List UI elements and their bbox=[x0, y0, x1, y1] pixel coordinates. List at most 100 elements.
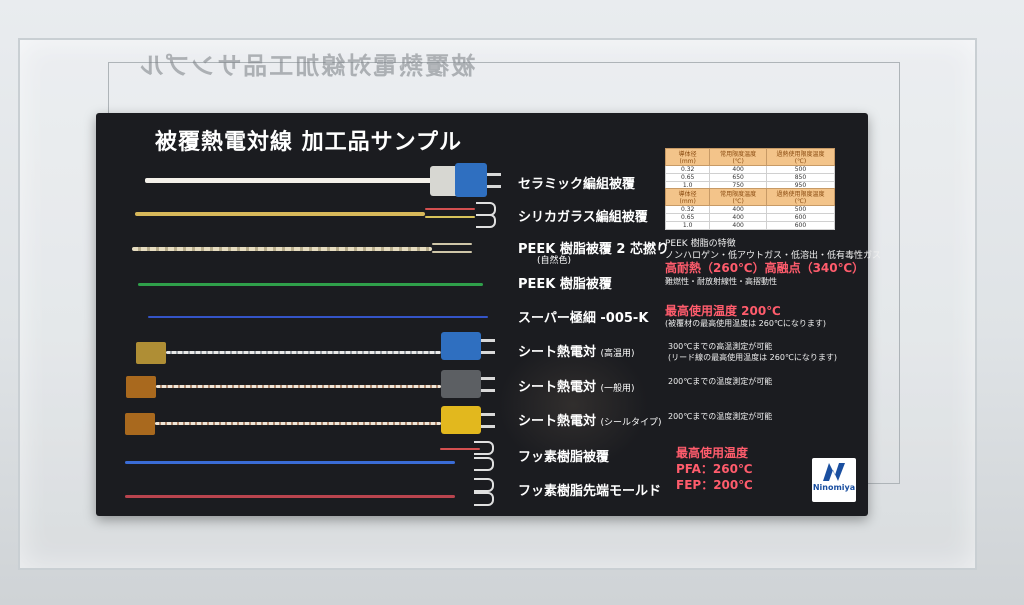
peek-line3: 難燃性・耐放射線性・高摺動性 bbox=[665, 277, 777, 286]
super-fine-wire bbox=[148, 316, 488, 318]
table-cell: 0.65 bbox=[664, 173, 711, 182]
sheet-high-temp-lead bbox=[166, 351, 441, 354]
ninomiya-logo-mark bbox=[823, 463, 845, 481]
item-label-peek-twisted: PEEK 樹脂被覆 2 芯撚り bbox=[518, 242, 669, 257]
connector-pin bbox=[481, 413, 495, 416]
photographer-reflection bbox=[498, 340, 648, 470]
peek-green-wire bbox=[138, 283, 483, 286]
table-header: 常用限度温度 (℃) bbox=[709, 188, 767, 206]
item-label-ceramic: セラミック編組被覆 bbox=[518, 177, 636, 192]
item-label-fluoro: フッ素樹脂被覆 bbox=[518, 450, 610, 465]
spec-table-ceramic: 導体径 (mm) 常用限度温度 (℃) 過熱使用限度温度 (℃) 0.32 40… bbox=[664, 148, 836, 190]
table-cell: 400 bbox=[709, 205, 767, 214]
item-label-sheet-seal: シート熱電対 (シールタイプ) bbox=[518, 410, 662, 429]
sheet-general-note: 200℃までの温度測定が可能 bbox=[668, 377, 773, 386]
connector-pin bbox=[487, 185, 501, 188]
peek-twisted-lead bbox=[432, 243, 472, 245]
fluoro-resin-lead-red bbox=[440, 448, 480, 450]
connector-pin bbox=[481, 351, 495, 354]
table-header: 導体径 (mm) bbox=[664, 188, 711, 206]
table-cell: 600 bbox=[765, 213, 836, 222]
sheet-thermocouple-patch bbox=[136, 342, 166, 364]
table-cell: 400 bbox=[709, 221, 767, 230]
spade-terminal bbox=[474, 478, 494, 492]
sheet-suffix: (シールタイプ) bbox=[600, 418, 662, 428]
sheet-high-temp-connector bbox=[441, 332, 481, 360]
fluoro-molded-wire bbox=[125, 495, 455, 498]
peek-twisted-lead bbox=[432, 251, 472, 253]
sheet-label: シート熱電対 bbox=[518, 345, 597, 360]
super-fine-detail: (被覆材の最高使用温度は 260℃になります) bbox=[665, 319, 827, 328]
table-header: 常用限度温度 (℃) bbox=[709, 148, 767, 166]
item-label-fluoro-molded: フッ素樹脂先端モールド bbox=[518, 484, 662, 499]
table-row: 0.32 400 500 bbox=[664, 165, 836, 174]
table-header-row: 導体径 (mm) 常用限度温度 (℃) 過熱使用限度温度 (℃) bbox=[664, 188, 836, 206]
table-cell: 600 bbox=[765, 221, 836, 230]
fluoro-heading: 最高使用温度 bbox=[676, 446, 749, 460]
table-row: 1.0 400 600 bbox=[664, 221, 836, 230]
table-cell: 0.32 bbox=[664, 205, 711, 214]
peek-line1: ノンハロゲン・低アウトガス・低溶出・低有毒性ガス bbox=[665, 251, 882, 261]
silica-glass-lead-red bbox=[425, 208, 475, 210]
item-sub-peek-twisted: (自然色) bbox=[537, 256, 572, 266]
table-header: 過熱使用限度温度 (℃) bbox=[765, 188, 836, 206]
spec-table-silica: 導体径 (mm) 常用限度温度 (℃) 過熱使用限度温度 (℃) 0.32 40… bbox=[664, 188, 836, 230]
ceramic-connector-body bbox=[455, 163, 487, 197]
table-header: 導体径 (mm) bbox=[664, 148, 711, 166]
item-label-super-fine: スーパー極細 -005-K bbox=[518, 311, 649, 326]
connector-pin bbox=[481, 389, 495, 392]
silica-glass-wire bbox=[135, 212, 425, 216]
table-cell: 650 bbox=[709, 173, 767, 182]
board-title: 被覆熱電対線 加工品サンプル bbox=[155, 130, 463, 155]
table-cell: 850 bbox=[765, 173, 836, 182]
connector-pin bbox=[481, 339, 495, 342]
ninomiya-logo: Ninomiya bbox=[812, 458, 856, 502]
table-row: 0.65 400 600 bbox=[664, 213, 836, 222]
peek-twisted-wire bbox=[132, 247, 432, 251]
table-row: 0.65 650 850 bbox=[664, 173, 836, 182]
table-cell: 0.65 bbox=[664, 213, 711, 222]
sheet-thermocouple-patch bbox=[126, 376, 156, 398]
sheet-suffix: (一般用) bbox=[600, 384, 635, 394]
spade-terminal bbox=[474, 492, 494, 506]
table-cell: 1.0 bbox=[664, 221, 711, 230]
sheet-seal-note: 200℃までの温度測定が可能 bbox=[668, 412, 773, 421]
table-row: 0.32 400 500 bbox=[664, 205, 836, 214]
table-cell: 500 bbox=[765, 205, 836, 214]
fluoro-fep: FEP：200℃ bbox=[676, 478, 753, 492]
peek-highlight: 高耐熱（260℃）高融点（340℃） bbox=[665, 261, 865, 275]
connector-pin bbox=[481, 377, 495, 380]
table-cell: 500 bbox=[765, 165, 836, 174]
table-header-row: 導体径 (mm) 常用限度温度 (℃) 過熱使用限度温度 (℃) bbox=[664, 148, 836, 166]
table-header: 過熱使用限度温度 (℃) bbox=[765, 148, 836, 166]
sheet-high-note1: 300℃までの高温測定が可能 bbox=[668, 342, 773, 351]
spade-terminal bbox=[476, 214, 496, 228]
sheet-general-lead bbox=[156, 385, 441, 388]
item-label-sheet-general: シート熱電対 (一般用) bbox=[518, 376, 635, 395]
ceramic-braided-wire bbox=[145, 178, 433, 183]
spade-terminal bbox=[474, 441, 494, 455]
table-cell: 0.32 bbox=[664, 165, 711, 174]
table-cell: 400 bbox=[709, 165, 767, 174]
connector-pin bbox=[487, 173, 501, 176]
item-label-peek: PEEK 樹脂被覆 bbox=[518, 277, 612, 292]
super-fine-highlight: 最高使用温度 200℃ bbox=[665, 304, 781, 318]
item-label-sheet-high: シート熱電対 (高温用) bbox=[518, 341, 635, 360]
sheet-seal-connector bbox=[441, 406, 481, 434]
sheet-suffix: (高温用) bbox=[600, 349, 635, 359]
sheet-thermocouple-patch bbox=[125, 413, 155, 435]
logo-text: Ninomiya bbox=[812, 483, 856, 492]
fluoro-pfa: PFA：260℃ bbox=[676, 462, 753, 476]
silica-glass-lead-yellow bbox=[425, 216, 475, 218]
ceramic-connector bbox=[430, 166, 458, 196]
peek-heading: PEEK 樹脂の特徴 bbox=[665, 239, 736, 249]
sheet-seal-lead bbox=[155, 422, 441, 425]
sheet-label: シート熱電対 bbox=[518, 414, 597, 429]
mirrored-title-reflection: 被覆熱電対線加工品サンプル bbox=[138, 52, 476, 80]
fluoro-resin-wire bbox=[125, 461, 455, 464]
connector-pin bbox=[481, 425, 495, 428]
spade-terminal bbox=[474, 457, 494, 471]
item-label-silica: シリカガラス編組被覆 bbox=[518, 210, 648, 225]
sheet-general-connector bbox=[441, 370, 481, 398]
sheet-label: シート熱電対 bbox=[518, 380, 597, 395]
